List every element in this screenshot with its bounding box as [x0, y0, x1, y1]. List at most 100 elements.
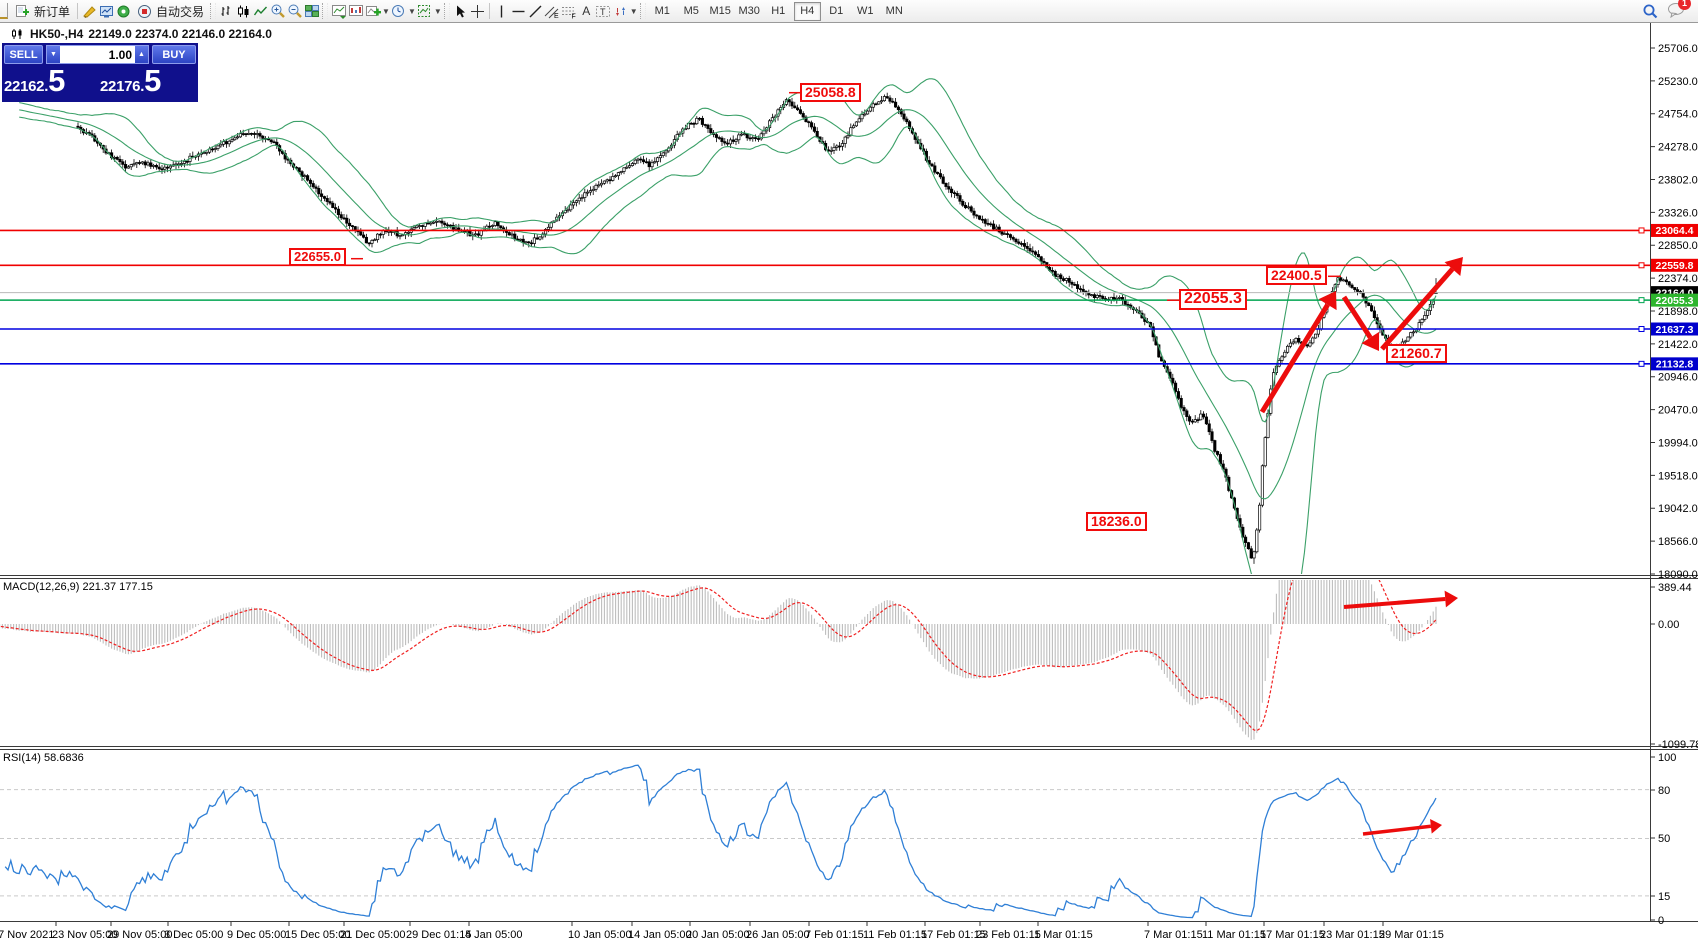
candlestick-chart-type-icon[interactable]: [235, 3, 252, 19]
price-axis-label: 25706.0: [1658, 43, 1698, 55]
template-icon[interactable]: [416, 3, 433, 19]
market-watch-icon[interactable]: [98, 3, 115, 19]
price-axis-label: 20946.0: [1658, 372, 1698, 384]
signals-icon[interactable]: [115, 3, 132, 19]
time-axis-label: 7 Feb 01:15: [805, 929, 864, 941]
label-tool-icon[interactable]: T: [595, 3, 612, 19]
tf-button-H1[interactable]: H1: [771, 5, 786, 17]
price-annotation[interactable]: 22655.0: [289, 248, 346, 266]
time-axis-label: 23 Nov 05:00: [52, 929, 117, 941]
price-tag: [1651, 258, 1698, 272]
period-clock-icon[interactable]: [390, 3, 407, 19]
new-order-icon: [14, 3, 31, 19]
time-axis-label: 21 Dec 05:00: [340, 929, 405, 941]
text-tool-icon[interactable]: A: [582, 4, 591, 18]
tile-windows-icon[interactable]: [303, 3, 320, 19]
macd-signal-line: [0, 580, 1437, 732]
auto-trading-label: 自动交易: [156, 4, 205, 19]
new-order-button[interactable]: 新订单: [10, 1, 74, 21]
price-axis-label: 18090.0: [1658, 569, 1698, 581]
trend-arrow[interactable]: [1343, 590, 1458, 609]
rsi-label: RSI(14) 58.6836: [3, 752, 84, 764]
time-axis-label: 26 Jan 05:00: [746, 929, 810, 941]
price-axis-label: 25230.0: [1658, 76, 1698, 88]
indicator-axis-label: 50: [1658, 833, 1670, 845]
arrows-tool-icon[interactable]: [612, 3, 629, 19]
price-tag: [1651, 293, 1698, 307]
volume-value[interactable]: 1.00: [108, 47, 132, 62]
buy-price-pip: 5: [144, 63, 162, 98]
bollinger-upper[interactable]: [19, 78, 1437, 423]
chart-ohlc-values: 22149.0 22374.0 22146.0 22164.0: [88, 27, 272, 41]
price-axis-label: 22374.0: [1658, 273, 1698, 285]
notifications-chat-button[interactable]: 1: [1667, 0, 1691, 21]
price-annotation[interactable]: 25058.8: [800, 83, 861, 102]
price-axis-label: 21422.0: [1658, 339, 1698, 351]
search-icon[interactable]: [1642, 3, 1659, 19]
tf-button-MN[interactable]: MN: [885, 5, 903, 17]
price-axis-label: 19994.0: [1658, 437, 1698, 449]
time-axis-label: 10 Jan 05:00: [568, 929, 632, 941]
price-annotation[interactable]: 21260.7: [1386, 344, 1447, 363]
clipped-icon: [0, 3, 8, 19]
auto-trading-button[interactable]: 自动交易: [132, 1, 208, 21]
trend-arrow[interactable]: [1362, 818, 1442, 836]
trendline-tool-icon[interactable]: [527, 3, 544, 19]
crosshair-icon[interactable]: [469, 3, 486, 19]
sell-button[interactable]: SELL: [4, 45, 43, 64]
trend-arrow[interactable]: [1259, 291, 1337, 414]
price-axis-label: 19518.0: [1658, 470, 1698, 482]
styler-icon[interactable]: [81, 3, 98, 19]
price-axis-label: 23326.0: [1658, 207, 1698, 219]
bollinger-middle[interactable]: [19, 109, 1437, 500]
time-axis-label: 17 Mar 01:15: [1260, 929, 1325, 941]
price-tag: [1651, 322, 1698, 336]
tf-button-M30[interactable]: M30: [738, 5, 760, 17]
volume-increase-button[interactable]: ▲: [135, 46, 148, 63]
time-axis-label: 29 Nov 05:00: [107, 929, 172, 941]
one-click-trading-widget: SELL ▼ 1.00 ▲ BUY 22162. 5 22176. 5: [2, 43, 198, 102]
sell-price-pip: 5: [48, 63, 66, 98]
chat-badge: 1: [1678, 0, 1691, 10]
horizontal-line-tool-icon[interactable]: [510, 3, 527, 19]
price-annotation[interactable]: 18236.0: [1086, 512, 1147, 531]
price-annotation[interactable]: 22055.3: [1179, 289, 1247, 310]
line-chart-type-icon[interactable]: [252, 3, 269, 19]
add-indicator-icon[interactable]: [364, 3, 381, 19]
period-caret[interactable]: ▼: [407, 6, 416, 16]
bollinger-lower[interactable]: [19, 116, 1437, 617]
sell-price: 22162. 5: [4, 65, 100, 96]
vertical-line-tool-icon[interactable]: [493, 3, 510, 19]
trend-arrow[interactable]: [1341, 295, 1380, 351]
tf-button-D1[interactable]: D1: [829, 5, 844, 17]
time-axis-label: 14 Jan 05:00: [628, 929, 692, 941]
template-caret[interactable]: ▼: [433, 6, 442, 16]
arrows-tool-caret[interactable]: ▼: [629, 6, 638, 16]
tf-button-M5[interactable]: M5: [683, 5, 699, 17]
channel-tool-icon[interactable]: E: [544, 3, 561, 19]
zoom-out-icon[interactable]: [286, 3, 303, 19]
tf-button-M1[interactable]: M1: [654, 5, 670, 17]
chart-title-icon: [8, 26, 25, 42]
fibonacci-tool-icon[interactable]: F: [561, 3, 578, 19]
time-axis-label: 1 Mar 01:15: [1034, 929, 1093, 941]
toolbar: 新订单 自动交易: [0, 0, 1698, 23]
price-tag-label: 23064.4: [1656, 225, 1694, 237]
cursor-icon[interactable]: [452, 3, 469, 19]
tf-button-W1[interactable]: W1: [856, 5, 874, 17]
trend-arrow[interactable]: [1380, 257, 1463, 351]
tf-button-H4[interactable]: H4: [793, 1, 821, 21]
time-axis-label: 23 Feb 01:15: [976, 929, 1041, 941]
indicator-list-icon[interactable]: [347, 3, 364, 19]
add-indicator-caret[interactable]: ▼: [382, 6, 390, 16]
tf-button-M15[interactable]: M15: [709, 5, 731, 17]
price-tag-label: 21132.8: [1656, 359, 1694, 371]
zoom-in-icon[interactable]: [269, 3, 286, 19]
price-annotation[interactable]: 22400.5: [1266, 266, 1327, 285]
indicators-window-icon[interactable]: [330, 3, 347, 19]
buy-button[interactable]: BUY: [152, 45, 196, 64]
volume-decrease-button[interactable]: ▼: [47, 46, 60, 63]
bar-chart-type-icon[interactable]: [218, 3, 235, 19]
